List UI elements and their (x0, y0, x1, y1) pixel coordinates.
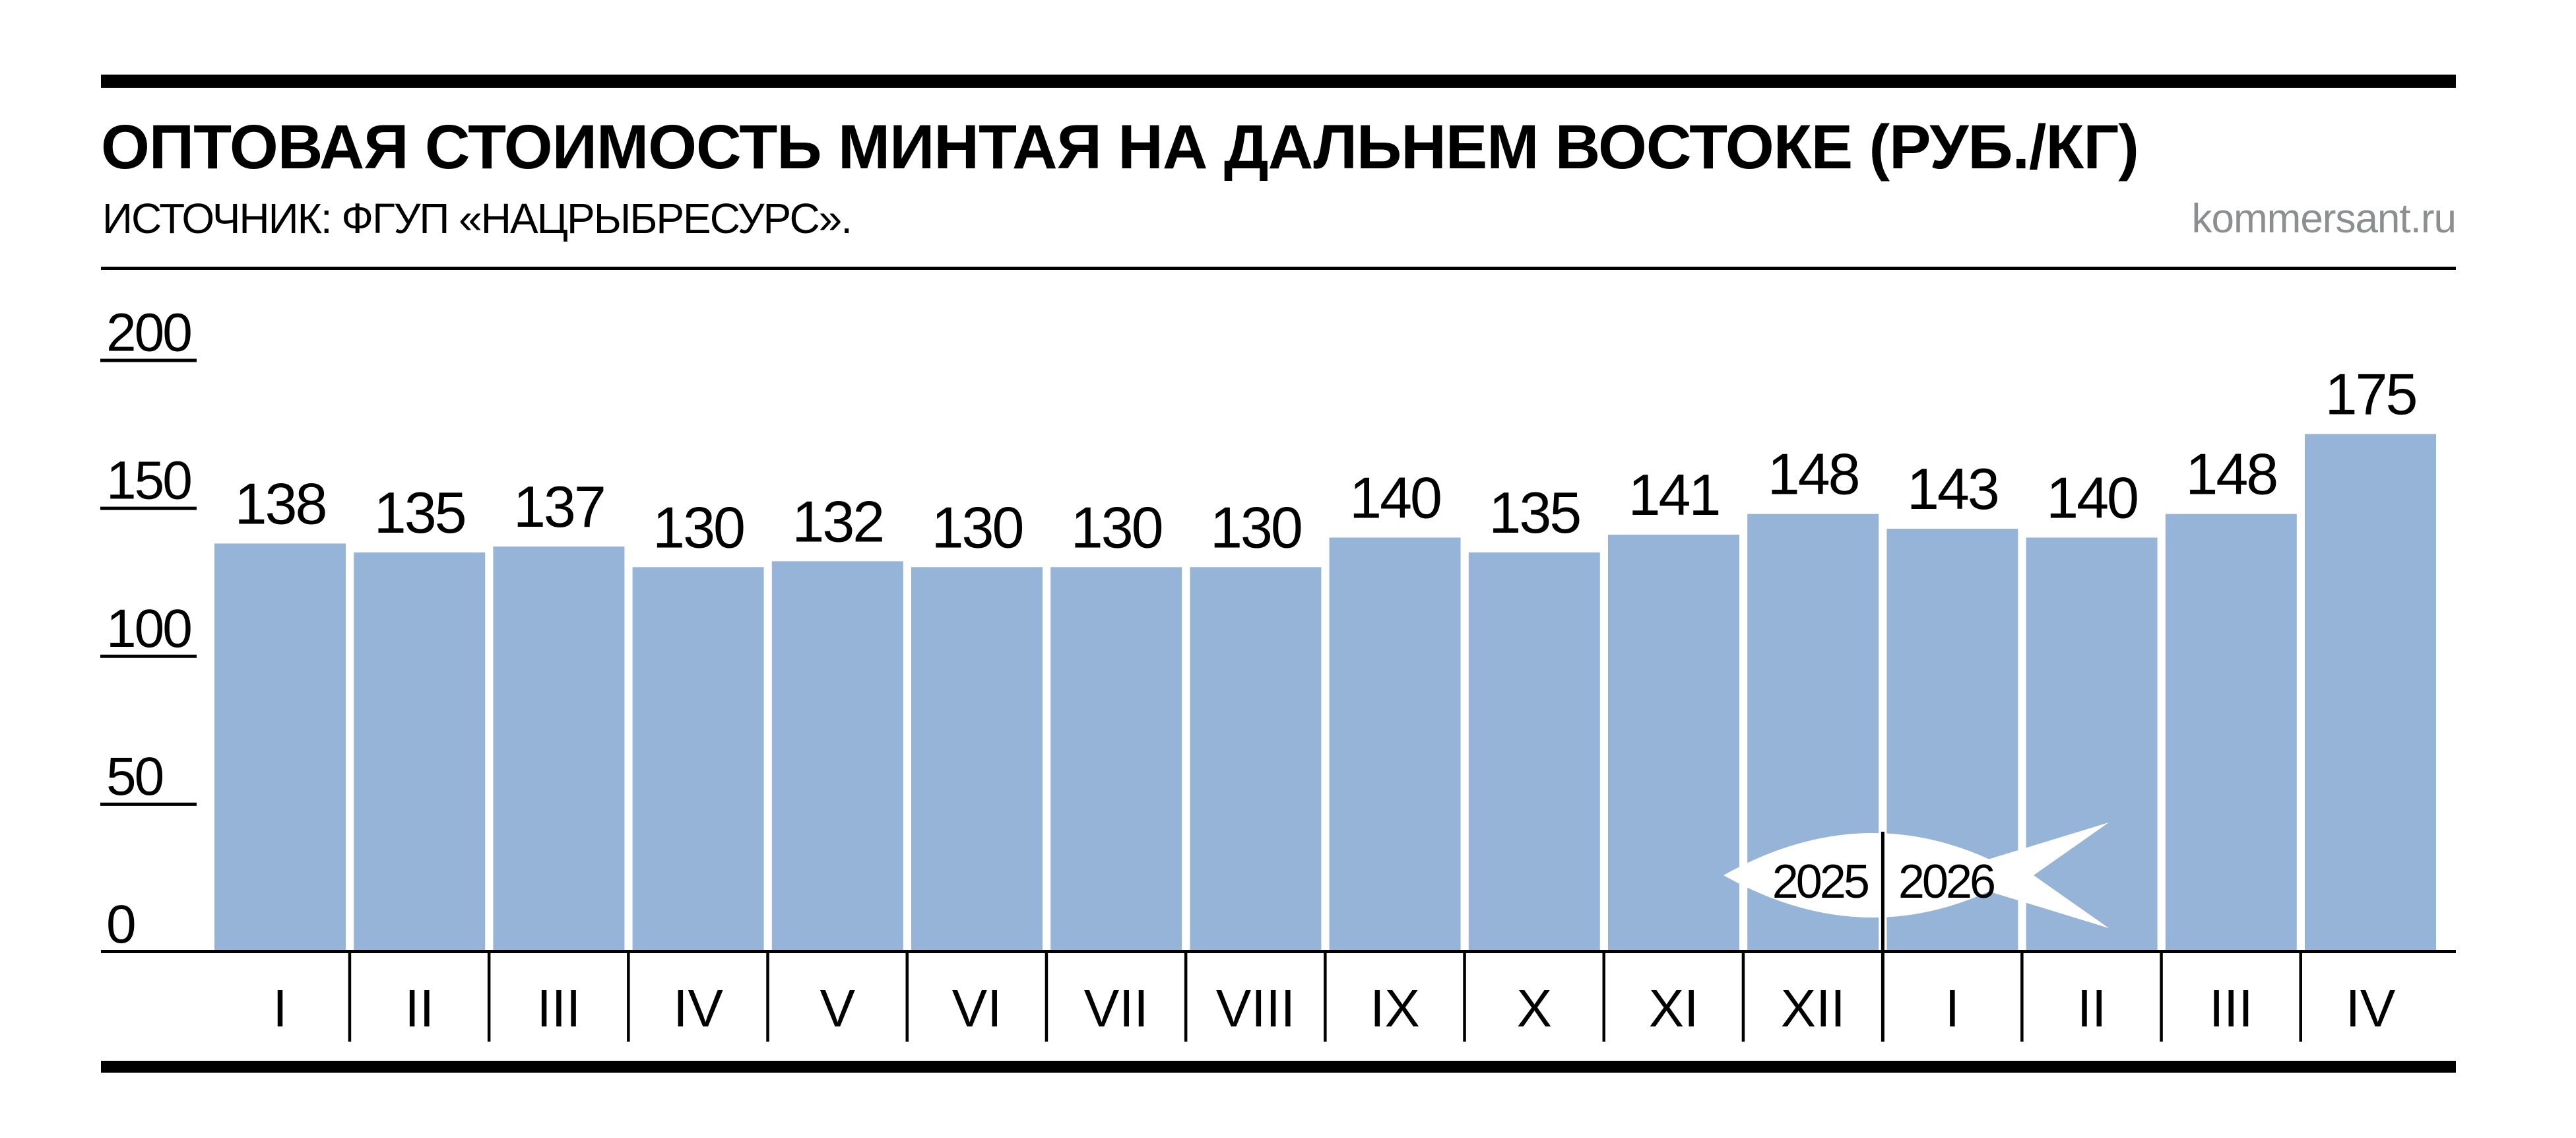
month-label: III (2209, 979, 2253, 1038)
bar-value-label: 140 (1349, 465, 1440, 530)
bar (2165, 514, 2297, 952)
y-axis-label: 200 (106, 303, 191, 363)
y-axis-tick (100, 654, 197, 658)
month-label: V (820, 979, 856, 1038)
bar-value-label: 132 (792, 488, 883, 554)
y-axis-tick (100, 358, 197, 362)
x-axis-separator (905, 953, 909, 1042)
bar (1329, 537, 1461, 952)
bar (2305, 434, 2436, 952)
bar (1190, 567, 1322, 952)
bar (214, 543, 346, 952)
year-divider-line (1881, 832, 1884, 1042)
bar-value-label: 130 (1071, 494, 1162, 560)
bar (1468, 552, 1600, 952)
bar-value-label: 137 (513, 474, 604, 539)
x-axis-separator (766, 953, 769, 1042)
x-axis-separator (1741, 953, 1745, 1042)
y-axis-label: 0 (106, 894, 135, 954)
bar (632, 567, 764, 952)
bar (493, 546, 625, 952)
month-label: III (537, 979, 581, 1038)
month-label: II (404, 979, 434, 1038)
bar (1608, 534, 1739, 952)
month-label: I (273, 979, 287, 1038)
fish-tail-icon (1966, 822, 2109, 928)
month-label: IV (673, 979, 723, 1038)
header-divider-rule (101, 267, 2456, 270)
bar (2026, 537, 2158, 952)
x-axis-separator (1045, 953, 1048, 1042)
bar-value-label: 135 (374, 480, 465, 545)
bottom-border-rule (101, 1061, 2456, 1073)
month-label: IX (1370, 979, 1420, 1038)
month-label: VIII (1216, 979, 1295, 1038)
bar (354, 552, 486, 952)
x-axis-separator (2299, 953, 2302, 1042)
x-axis-separator (2160, 953, 2163, 1042)
x-axis-separator (487, 953, 491, 1042)
chart-title: ОПТОВАЯ СТОИМОСТЬ МИНТАЯ НА ДАЛЬНЕМ ВОСТ… (101, 112, 2139, 182)
x-axis-separator (2020, 953, 2024, 1042)
x-axis-separator (1602, 953, 1605, 1042)
bar-value-label: 140 (2046, 465, 2137, 530)
month-label: XII (1781, 979, 1846, 1038)
bar-value-label: 135 (1489, 480, 1580, 545)
month-label: X (1517, 979, 1552, 1038)
x-axis-separator (1184, 953, 1188, 1042)
month-label: XI (1649, 979, 1699, 1038)
bar (1050, 567, 1182, 952)
y-axis-label: 50 (106, 747, 163, 807)
bar-value-label: 138 (235, 471, 326, 536)
brand-watermark: kommersant.ru (2191, 196, 2457, 242)
bar-value-label: 143 (1907, 456, 1998, 521)
bar-value-label: 148 (1768, 442, 1859, 507)
x-axis-line (101, 950, 2456, 953)
source-caption: ИСТОЧНИК: ФГУП «НАЦРЫБРЕСУРС». (102, 195, 853, 242)
bar-value-label: 175 (2325, 362, 2416, 427)
y-axis-tick (100, 506, 197, 510)
bar (911, 567, 1043, 952)
bar-value-label: 130 (653, 494, 744, 560)
y-axis-label: 100 (106, 599, 191, 659)
top-border-rule (101, 75, 2456, 88)
x-axis-separator (627, 953, 630, 1042)
month-label: IV (2346, 979, 2396, 1038)
fish-body-icon (1723, 833, 2020, 918)
month-label: VII (1084, 979, 1149, 1038)
x-axis-separator (348, 953, 352, 1042)
y-axis-tick (100, 802, 197, 806)
month-label: VI (952, 979, 1002, 1038)
year-label: 2025 (1772, 855, 1869, 908)
year-label: 2026 (1898, 855, 1994, 908)
bar-value-label: 148 (2185, 442, 2276, 507)
y-axis-label: 150 (106, 451, 191, 511)
month-label: II (2077, 979, 2106, 1038)
bar-value-label: 130 (1210, 494, 1301, 560)
bar-value-label: 141 (1628, 462, 1720, 527)
month-label: I (1945, 979, 1960, 1038)
bar (771, 561, 903, 952)
x-axis-separator (1324, 953, 1327, 1042)
x-axis-separator (1463, 953, 1466, 1042)
bar-value-label: 130 (932, 494, 1023, 560)
